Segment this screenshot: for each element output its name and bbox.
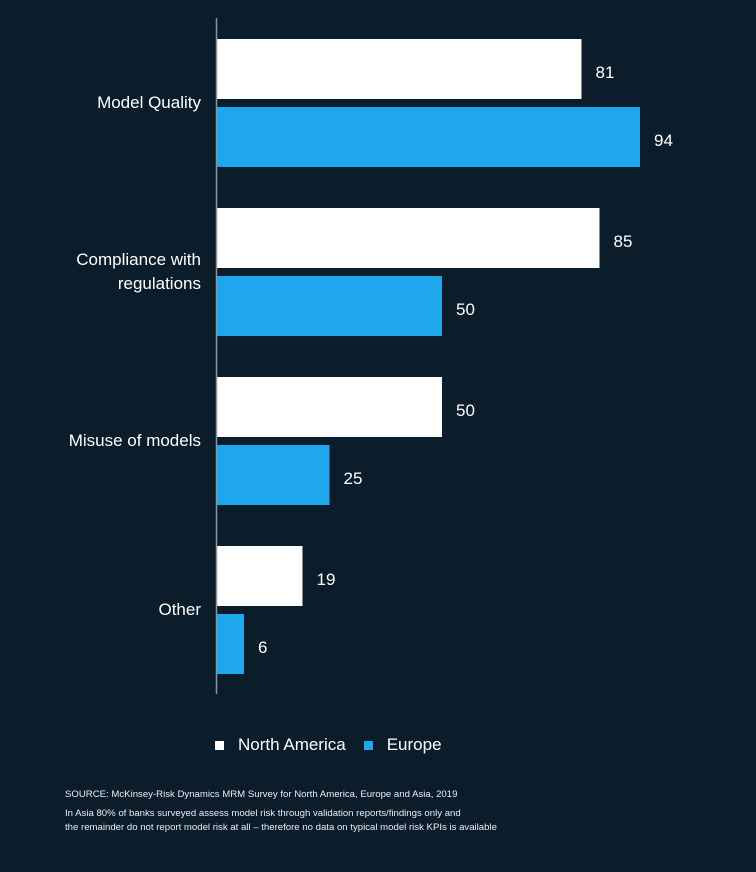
category-label: Model Quality — [97, 93, 201, 112]
bar-north-america — [217, 39, 582, 99]
value-label-north-america: 50 — [456, 401, 475, 420]
source-note: SOURCE: McKinsey-Risk Dynamics MRM Surve… — [65, 789, 458, 800]
note-line-2: the remainder do not report model risk a… — [65, 822, 497, 833]
bar-chart: 81 94 Model Quality 85 50 Compliance with regu… — [69, 18, 673, 694]
category-label: Compliance with — [76, 250, 201, 269]
category-label: Misuse of models — [69, 431, 201, 450]
note-line-1: In Asia 80% of banks surveyed assess mod… — [65, 808, 461, 819]
footer: SOURCE: McKinsey-Risk Dynamics MRM Surve… — [65, 788, 705, 835]
bar-north-america — [217, 208, 600, 268]
bar-europe — [217, 614, 244, 674]
legend: North America Europe — [215, 735, 460, 755]
bar-europe — [217, 445, 330, 505]
value-label-north-america: 81 — [596, 63, 615, 82]
bar-north-america — [217, 546, 303, 606]
legend-label-north-america: North America — [238, 735, 346, 754]
legend-item-europe: Europe — [363, 735, 442, 755]
value-label-north-america: 85 — [614, 232, 633, 251]
value-label-europe: 50 — [456, 300, 475, 319]
value-label-europe: 94 — [654, 131, 673, 150]
value-label-europe: 6 — [258, 638, 267, 657]
legend-swatch-europe — [363, 740, 373, 750]
bar-europe — [217, 107, 640, 167]
category-label: Other — [158, 600, 201, 619]
legend-swatch-north-america — [215, 740, 224, 750]
value-label-north-america: 19 — [317, 570, 336, 589]
value-label-europe: 25 — [344, 469, 363, 488]
legend-label-europe: Europe — [386, 735, 442, 754]
bar-europe — [217, 276, 442, 336]
bar-north-america — [217, 377, 442, 437]
legend-item-north-america: North America — [215, 735, 346, 755]
category-label: regulations — [118, 274, 201, 293]
